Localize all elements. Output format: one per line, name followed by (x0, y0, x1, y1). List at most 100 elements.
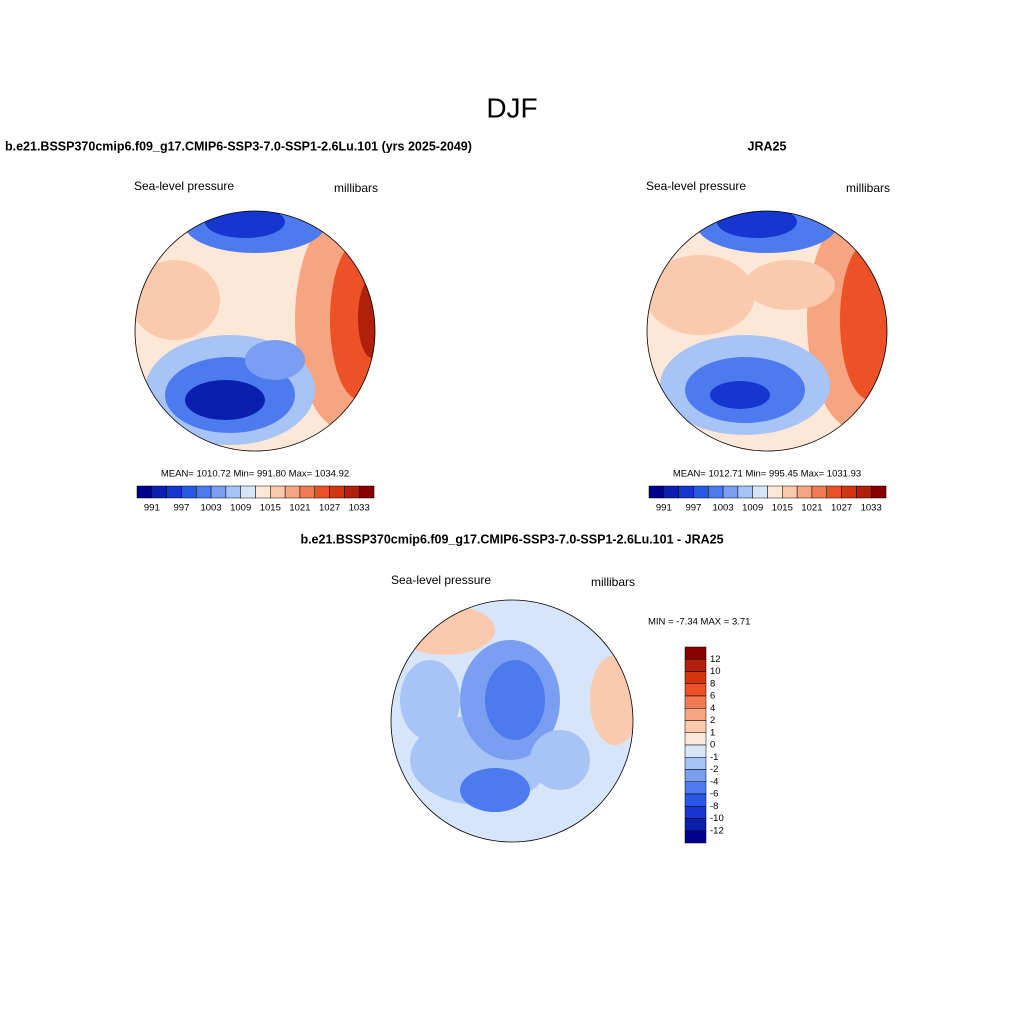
colorbar-swatch (663, 485, 679, 499)
colorbar-swatch (684, 793, 707, 807)
colorbar-swatch (684, 757, 707, 770)
colorbar-label: 1 (710, 727, 715, 738)
colorbar-label: 991 (656, 503, 672, 514)
colorbar-swatch (678, 485, 694, 499)
colorbar-swatch (255, 485, 271, 499)
colorbar-swatch (684, 659, 707, 672)
colorbar-label: -8 (710, 801, 718, 812)
map (391, 600, 633, 842)
colorbar-swatch (210, 485, 227, 499)
colorbar-swatch (329, 485, 345, 499)
variable-label: Sea-level pressure (134, 179, 234, 193)
colorbar-label: -12 (710, 825, 724, 836)
colorbar-label: 1009 (230, 503, 251, 514)
map-border (390, 599, 634, 843)
colorbar-label: 0 (710, 740, 715, 751)
map-border (646, 210, 888, 452)
colorbar-label: 1033 (349, 503, 370, 514)
colorbar-swatch (225, 485, 241, 499)
colorbar-swatch (684, 769, 707, 782)
colorbar-swatch (782, 485, 798, 499)
colorbar-label: 1027 (831, 503, 852, 514)
colorbar-label: 1021 (801, 503, 822, 514)
colorbar-label: 1015 (260, 503, 281, 514)
colorbar-label: 2 (710, 715, 715, 726)
colorbar-swatch (284, 485, 301, 499)
colorbar-label: 8 (710, 678, 715, 689)
colorbar-label: 1003 (200, 503, 221, 514)
colorbar-swatch (752, 485, 768, 499)
colorbar-swatch (314, 485, 330, 499)
colorbar-swatch (796, 485, 813, 499)
colorbar-swatch (826, 485, 842, 499)
colorbar-label: 6 (710, 691, 715, 702)
colorbar-swatch (684, 683, 707, 697)
colorbar-swatch (870, 485, 887, 499)
colorbar-swatch (358, 485, 375, 499)
colorbar-swatch (684, 818, 707, 831)
colorbar-swatch (811, 485, 827, 499)
panel-title: JRA25 (748, 139, 787, 153)
colorbar-swatch (136, 485, 153, 499)
colorbar-swatch (240, 485, 256, 499)
colorbar-swatch (767, 485, 783, 499)
colorbar-label: 997 (686, 503, 702, 514)
colorbar-swatch (299, 485, 315, 499)
colorbar-label: 1003 (712, 503, 733, 514)
colorbar-swatch (693, 485, 709, 499)
panel-title: b.e21.BSSP370cmip6.f09_g17.CMIP6-SSP3-7.… (300, 532, 723, 546)
colorbar-label: 1015 (772, 503, 793, 514)
colorbar-swatch (684, 744, 707, 758)
colorbar-swatch (684, 806, 707, 819)
colorbar-label: -2 (710, 764, 718, 775)
stats: MEAN= 1012.71 Min= 995.45 Max= 1031.93 (673, 469, 861, 480)
colorbar-swatch (344, 485, 360, 499)
colorbar-label: 1027 (319, 503, 340, 514)
colorbar-swatch (708, 485, 724, 499)
stats: MIN = -7.34 MAX = 3.71 (648, 617, 750, 628)
colorbar-label: 12 (710, 654, 721, 665)
stats: MEAN= 1010.72 Min= 991.80 Max= 1034.92 (161, 469, 349, 480)
colorbar-swatch (684, 695, 707, 709)
colorbar-swatch (722, 485, 739, 499)
colorbar-label: -6 (710, 789, 718, 800)
colorbar-label: 997 (174, 503, 190, 514)
colorbar-label: 10 (710, 666, 721, 677)
colorbar-swatch (684, 646, 707, 660)
colorbar-swatch (181, 485, 197, 499)
variable-label: Sea-level pressure (391, 573, 491, 587)
colorbar-swatch (151, 485, 167, 499)
units-label: millibars (591, 575, 635, 589)
colorbar-label: 1009 (742, 503, 763, 514)
figure-title: DJF (486, 92, 537, 123)
colorbar-swatch (166, 485, 182, 499)
colorbar-swatch (648, 485, 665, 499)
map-border (134, 210, 376, 452)
colorbar-swatch (684, 671, 707, 684)
map (647, 211, 887, 451)
variable-label: Sea-level pressure (646, 179, 746, 193)
colorbar-swatch (684, 732, 707, 746)
colorbar-swatch (684, 720, 707, 733)
units-label: millibars (334, 181, 378, 195)
colorbar-label: 1033 (861, 503, 882, 514)
colorbar-label: -1 (710, 752, 718, 763)
colorbar-swatch (737, 485, 753, 499)
colorbar-label: 4 (710, 703, 715, 714)
units-label: millibars (846, 181, 890, 195)
colorbar-swatch (196, 485, 212, 499)
colorbar-label: 1021 (289, 503, 310, 514)
colorbar-label: -4 (710, 776, 718, 787)
colorbar-swatch (856, 485, 872, 499)
colorbar-swatch (684, 781, 707, 795)
colorbar-swatch (684, 830, 707, 844)
colorbar-swatch (841, 485, 857, 499)
colorbar-label: 991 (144, 503, 160, 514)
colorbar-swatch (270, 485, 286, 499)
map (135, 211, 375, 451)
panel-title: b.e21.BSSP370cmip6.f09_g17.CMIP6-SSP3-7.… (5, 139, 472, 153)
colorbar-swatch (684, 708, 707, 721)
colorbar-label: -10 (710, 813, 724, 824)
